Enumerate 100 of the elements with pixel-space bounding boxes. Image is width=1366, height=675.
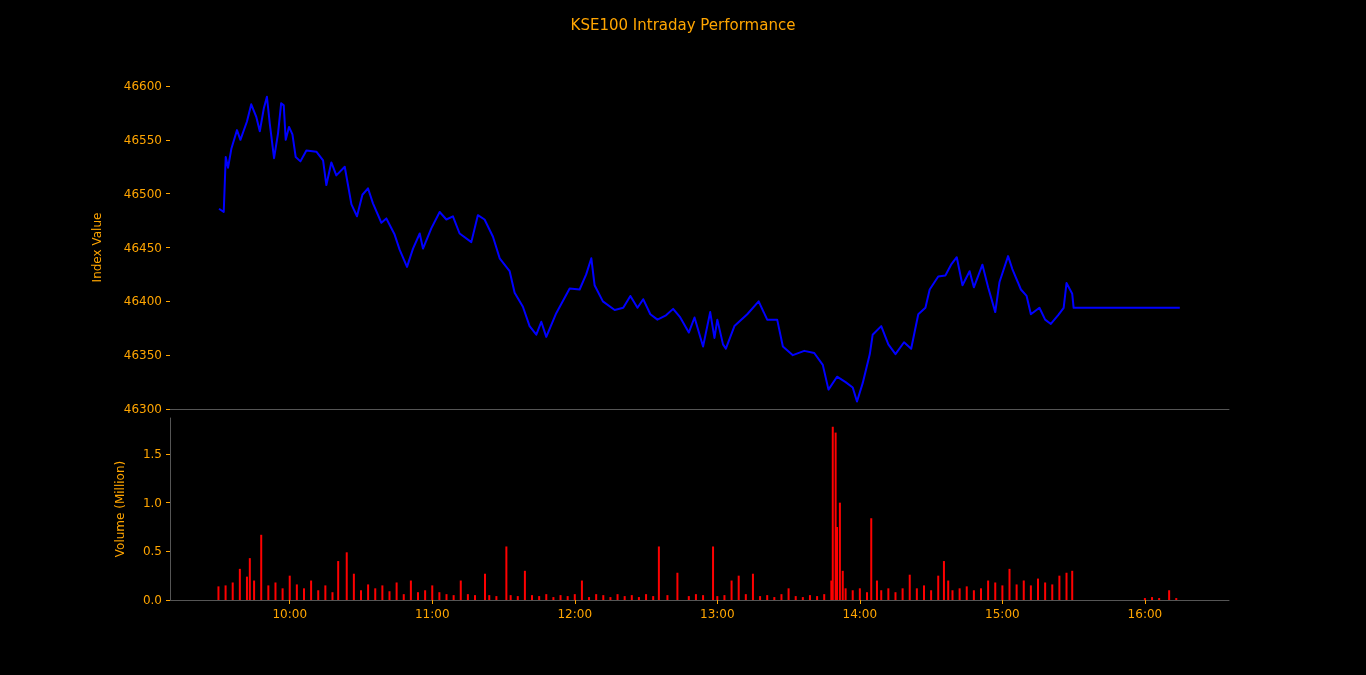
bar: [730, 580, 733, 600]
x-tick-label: 10:00: [272, 607, 308, 621]
bar: [1015, 584, 1018, 600]
bar: [1044, 582, 1047, 600]
bar: [595, 594, 598, 600]
bar: [894, 592, 897, 600]
bar: [716, 596, 719, 600]
bar: [1001, 585, 1004, 600]
bar: [523, 570, 526, 600]
bar: [652, 596, 655, 600]
bar: [424, 590, 427, 600]
y-tick-label: 46400: [123, 294, 162, 309]
bar: [538, 596, 541, 600]
bar: [559, 595, 562, 600]
bar: [388, 591, 391, 600]
bar: [331, 592, 334, 600]
y-tick-label: 46300: [123, 402, 162, 416]
bar: [723, 595, 726, 600]
bar: [759, 596, 762, 600]
bar: [253, 580, 256, 600]
line-series: [218, 95, 1181, 403]
y-tick-label: 46450: [123, 240, 162, 255]
bar: [987, 580, 990, 600]
bar: [231, 582, 234, 600]
bar: [702, 595, 705, 600]
bar: [274, 582, 277, 600]
bar: [573, 594, 576, 600]
bar: [438, 592, 441, 600]
x-tick-label: 14:00: [842, 607, 878, 621]
bar: [566, 596, 569, 600]
bar: [875, 580, 878, 600]
bar: [402, 594, 405, 600]
bar: [787, 588, 790, 600]
y-axis-title: Volume (Million): [113, 460, 127, 558]
x-tick-label: 15:00: [985, 607, 1020, 621]
bar: [858, 588, 861, 600]
bar: [630, 595, 633, 600]
bar: [260, 534, 263, 600]
bar: [337, 561, 340, 600]
y-tick-label: 0.0: [142, 593, 162, 607]
bar: [417, 592, 419, 600]
bar: [942, 561, 945, 600]
bar: [616, 594, 619, 600]
bar: [483, 573, 486, 600]
y-tick-label: 46600: [123, 79, 162, 93]
bar: [445, 594, 448, 600]
bar: [637, 597, 640, 600]
bar: [367, 584, 370, 600]
bar: [780, 594, 783, 600]
bar: [901, 588, 904, 600]
bar: [1071, 570, 1074, 600]
bar: [1022, 580, 1025, 600]
bar: [865, 592, 868, 600]
bar: [980, 588, 982, 600]
bar: [395, 582, 398, 600]
bar: [937, 575, 940, 600]
bar: [509, 595, 512, 600]
bar: [823, 594, 826, 600]
y-tick-label: 46350: [123, 348, 162, 363]
bar: [359, 590, 362, 600]
bar: [972, 590, 975, 600]
bar: [267, 585, 270, 600]
bar: [751, 573, 754, 600]
bar: [808, 595, 811, 600]
bar: [295, 584, 298, 600]
bar: [1029, 585, 1032, 600]
bar: [345, 552, 348, 600]
bar: [801, 597, 804, 600]
bar: [1151, 597, 1154, 600]
bar: [459, 580, 462, 600]
bar: [908, 574, 911, 600]
bar: [773, 597, 776, 600]
bar: [623, 596, 626, 600]
bar: [588, 597, 591, 600]
bar: [694, 594, 697, 600]
bar: [609, 597, 612, 600]
bar: [452, 595, 455, 600]
bar: [381, 585, 384, 600]
bar: [602, 595, 605, 600]
bar: [676, 572, 679, 600]
bar: [794, 596, 797, 600]
bar: [1051, 584, 1054, 600]
bar: [870, 518, 873, 600]
bar: [712, 546, 715, 600]
bar: [1037, 578, 1040, 600]
bar: [531, 595, 534, 600]
bar: [645, 594, 648, 600]
bar: [310, 580, 313, 600]
bar: [1008, 568, 1011, 600]
bar: [217, 586, 220, 600]
bar: [317, 590, 320, 600]
bar: [488, 595, 491, 600]
bar: [687, 596, 690, 600]
bar: [947, 580, 950, 600]
x-tick-label: 13:00: [700, 607, 735, 621]
bar: [288, 575, 291, 600]
bar: [248, 558, 251, 600]
bar: [431, 585, 434, 600]
bar: [495, 596, 498, 600]
bar: [409, 580, 412, 600]
